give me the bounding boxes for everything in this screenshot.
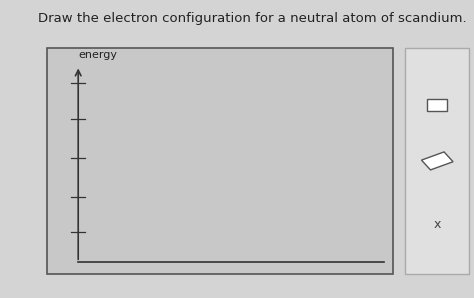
Polygon shape — [421, 152, 453, 170]
Bar — [427, 99, 447, 111]
Text: Draw the electron configuration for a neutral atom of scandium.: Draw the electron configuration for a ne… — [38, 12, 466, 25]
Text: x: x — [434, 218, 441, 231]
Bar — [47, 48, 393, 274]
Text: energy: energy — [78, 49, 117, 60]
Bar — [405, 48, 469, 274]
